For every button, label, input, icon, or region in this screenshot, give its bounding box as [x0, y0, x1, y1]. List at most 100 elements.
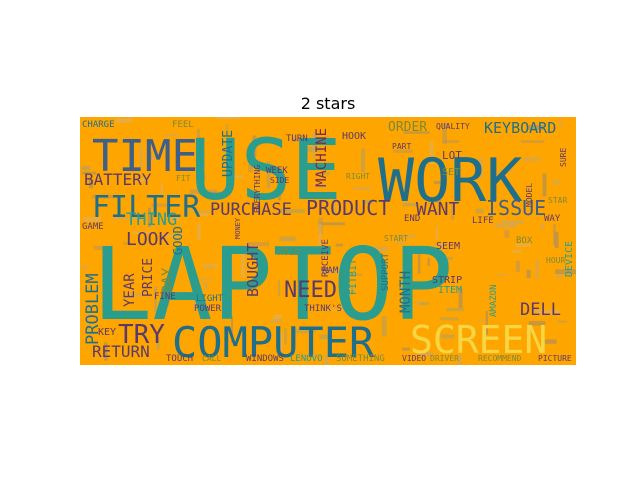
filler-word-mark: [104, 342, 108, 361]
cloud-word: ORDER: [388, 120, 427, 135]
cloud-word: LENOVO: [290, 354, 323, 364]
filler-word-mark: [137, 177, 149, 182]
cloud-word: MODEL: [525, 183, 534, 207]
cloud-word: END: [404, 214, 420, 224]
filler-word-mark: [139, 145, 143, 168]
filler-word-mark: [220, 286, 239, 289]
filler-word-mark: [444, 256, 453, 260]
filler-word-mark: [192, 278, 214, 281]
filler-word-mark: [200, 213, 209, 216]
cloud-word: USE: [190, 121, 342, 219]
filler-word-mark: [278, 209, 305, 214]
cloud-word: PICTURE: [538, 354, 572, 363]
filler-word-mark: [170, 217, 180, 221]
filler-word-mark: [527, 125, 544, 130]
cloud-word: LOT: [442, 149, 462, 162]
cloud-word: PART: [392, 142, 411, 151]
filler-word-mark: [544, 339, 557, 344]
filler-word-mark: [555, 269, 576, 275]
filler-word-mark: [417, 251, 421, 274]
filler-word-mark: [399, 286, 427, 290]
filler-word-mark: [225, 124, 229, 132]
filler-word-mark: [147, 207, 152, 228]
filler-word-mark: [374, 246, 389, 252]
cloud-word: HOOK: [342, 131, 366, 142]
cloud-word: START: [384, 234, 408, 243]
cloud-word: POWER: [194, 304, 222, 314]
filler-word-mark: [252, 135, 257, 158]
cloud-word: BATTERY: [84, 170, 152, 189]
cloud-word: SURE: [559, 148, 568, 167]
cloud-word: EVERYTHING: [253, 165, 262, 213]
filler-word-mark: [534, 309, 560, 315]
filler-word-mark: [83, 217, 101, 222]
filler-word-mark: [228, 175, 245, 178]
cloud-word: HOUR: [546, 256, 565, 265]
filler-word-mark: [318, 222, 346, 226]
filler-word-mark: [514, 243, 531, 247]
filler-word-mark: [160, 183, 163, 195]
filler-word-mark: [478, 157, 484, 179]
cloud-word: MONTH: [398, 271, 414, 313]
filler-word-mark: [277, 185, 285, 190]
filler-word-mark: [451, 201, 454, 220]
cloud-word: KEY: [98, 327, 116, 338]
filler-word-mark: [320, 268, 346, 274]
filler-word-mark: [280, 331, 283, 356]
cloud-word: GAME: [82, 222, 104, 232]
filler-word-mark: [434, 198, 441, 203]
filler-word-mark: [273, 314, 282, 319]
filler-word-mark: [151, 203, 168, 207]
cloud-word: ISSUE: [486, 196, 546, 220]
cloud-word: THINK'S: [304, 304, 342, 314]
filler-word-mark: [325, 135, 329, 144]
filler-word-mark: [91, 194, 115, 199]
filler-word-mark: [197, 146, 202, 168]
filler-word-mark: [335, 243, 343, 247]
cloud-word: DRIVER: [430, 354, 459, 363]
filler-word-mark: [199, 174, 206, 180]
cloud-word: MONEY: [234, 217, 242, 239]
filler-word-mark: [420, 302, 430, 306]
filler-word-mark: [416, 300, 423, 306]
filler-word-mark: [333, 192, 336, 214]
cloud-word: STRIP: [432, 275, 462, 286]
filler-word-mark: [197, 223, 201, 241]
filler-word-mark: [187, 210, 213, 213]
cloud-word: SUPPORT: [381, 252, 391, 291]
filler-word-mark: [277, 280, 281, 297]
filler-word-mark: [319, 334, 329, 340]
cloud-word: YEAR: [122, 273, 138, 307]
filler-word-mark: [401, 347, 410, 351]
cloud-word: FINE: [154, 292, 176, 302]
filler-word-mark: [501, 220, 525, 224]
filler-word-mark: [555, 275, 563, 279]
filler-word-mark: [241, 250, 245, 278]
filler-word-mark: [204, 282, 208, 290]
figure-title: 2 stars: [300, 94, 356, 113]
filler-word-mark: [353, 187, 373, 191]
cloud-word: STAR: [548, 196, 567, 205]
cloud-word: WANT: [416, 199, 460, 220]
filler-word-mark: [164, 133, 179, 137]
filler-word-mark: [393, 149, 413, 153]
cloud-word: ITEM: [438, 285, 462, 296]
filler-word-mark: [497, 274, 506, 277]
filler-word-mark: [314, 184, 327, 188]
filler-word-mark: [433, 181, 445, 185]
filler-word-mark: [440, 334, 455, 339]
filler-word-mark: [270, 318, 282, 323]
filler-word-mark: [278, 192, 281, 201]
cloud-word: WEEK: [266, 166, 288, 176]
cloud-word: KEYBOARD: [484, 119, 556, 137]
filler-word-mark: [112, 217, 141, 220]
filler-word-mark: [512, 250, 522, 253]
cloud-word: PURCHASE: [210, 200, 292, 220]
filler-word-mark: [123, 241, 132, 246]
cloud-word: CHARGE: [82, 120, 115, 130]
filler-word-mark: [552, 180, 561, 185]
filler-word-mark: [427, 258, 431, 267]
filler-word-mark: [394, 241, 407, 244]
cloud-word: LIGHT: [196, 294, 224, 304]
